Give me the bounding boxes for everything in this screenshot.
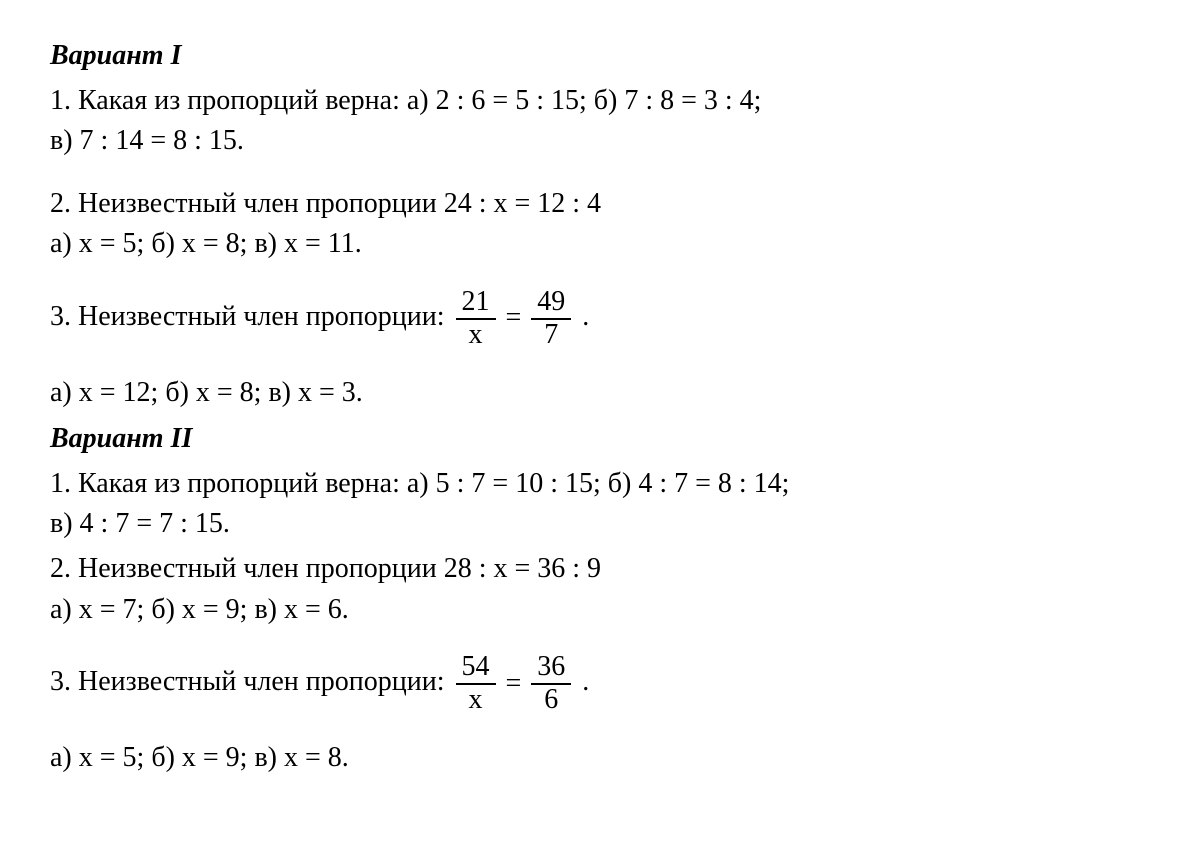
q2-line1: 2. Неизвестный член пропорции 28 : x = 3… (50, 553, 601, 584)
variant-2-question-3: 3. Неизвестный член пропорции: 54 x = 36… (50, 652, 1151, 716)
q2-line1: 2. Неизвестный член пропорции 24 : x = 1… (50, 188, 601, 219)
variant-1-heading: Вариант I (50, 36, 1151, 77)
q1-option-a: а) 5 : 7 = 10 : 15; (407, 468, 608, 499)
q3-frac2-num: 36 (531, 652, 571, 685)
variant-1-question-3: 3. Неизвестный член пропорции: 21 x = 49… (50, 287, 1151, 351)
q3-frac-2: 49 7 (531, 287, 571, 351)
variant-1-question-3-answers: а) x = 12; б) x = 8; в) x = 3. (50, 373, 1151, 414)
q1-intro: 1. Какая из пропорций верна: (50, 85, 407, 116)
q2-line2: а) x = 5; б) x = 8; в) x = 11. (50, 228, 362, 259)
variant-1-question-2: 2. Неизвестный член пропорции 24 : x = 1… (50, 184, 1151, 265)
q3-frac2-den: 6 (531, 685, 571, 716)
q3-eq-sign: = (506, 298, 522, 339)
variant-2-question-1: 1. Какая из пропорций верна: а) 5 : 7 = … (50, 464, 1151, 545)
q3-answers: а) x = 12; б) x = 8; в) x = 3. (50, 377, 363, 408)
q1-option-b: б) 4 : 7 = 8 : 14; (608, 468, 790, 499)
variant-1-question-1: 1. Какая из пропорций верна: а) 2 : 6 = … (50, 81, 1151, 162)
q3-frac2-den: 7 (531, 320, 571, 351)
variant-2-heading: Вариант II (50, 419, 1151, 460)
q3-frac2-num: 49 (531, 287, 571, 320)
q1-option-a: а) 2 : 6 = 5 : 15; (407, 85, 594, 116)
q2-line2: а) x = 7; б) x = 9; в) x = 6. (50, 594, 349, 625)
q3-frac1-den: x (456, 320, 496, 351)
q3-frac1-num: 54 (456, 652, 496, 685)
q3-fraction-equation: 54 x = 36 6 (452, 652, 576, 716)
q3-intro: 3. Неизвестный член пропорции: (50, 666, 452, 697)
q3-answers: а) x = 5; б) x = 9; в) x = 8. (50, 742, 349, 773)
q3-tail: . (582, 666, 589, 697)
q3-intro: 3. Неизвестный член пропорции: (50, 301, 452, 332)
q3-frac-2: 36 6 (531, 652, 571, 716)
q1-option-c: в) 7 : 14 = 8 : 15. (50, 125, 244, 156)
q1-option-c: в) 4 : 7 = 7 : 15. (50, 508, 230, 539)
variant-2-question-2: 2. Неизвестный член пропорции 28 : x = 3… (50, 549, 1151, 630)
q3-frac-1: 21 x (456, 287, 496, 351)
q3-frac-1: 54 x (456, 652, 496, 716)
q3-eq-sign: = (506, 664, 522, 705)
q3-frac1-num: 21 (456, 287, 496, 320)
q1-option-b: б) 7 : 8 = 3 : 4; (594, 85, 762, 116)
q1-intro: 1. Какая из пропорций верна: (50, 468, 407, 499)
q3-frac1-den: x (456, 685, 496, 716)
variant-2-question-3-answers: а) x = 5; б) x = 9; в) x = 8. (50, 738, 1151, 779)
q3-fraction-equation: 21 x = 49 7 (452, 287, 576, 351)
q3-tail: . (582, 301, 589, 332)
